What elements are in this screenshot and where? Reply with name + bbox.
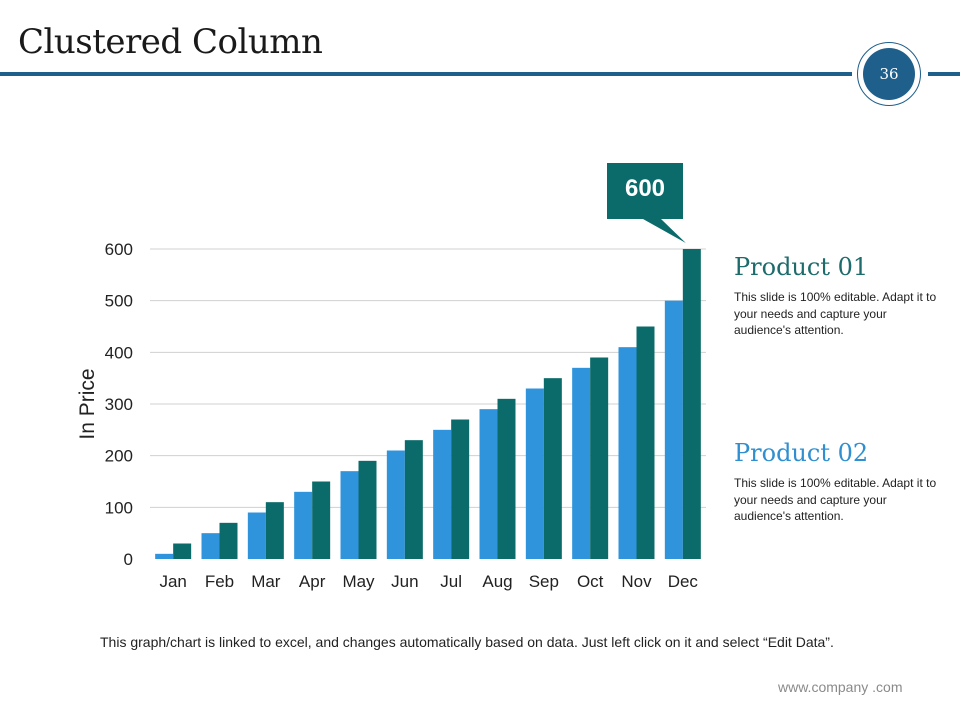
page-number-badge: 36 [863,48,915,100]
y-tick-label: 500 [105,292,133,311]
bar-product-02-apr[interactable] [312,481,331,560]
y-tick-label: 600 [105,240,133,259]
bar-product-01-feb[interactable] [201,533,220,559]
callout-box [607,163,686,243]
product-01-block: Product 01 This slide is 100% editable. … [734,253,944,339]
x-tick-label: Jul [440,572,462,591]
callout-value: 600 [625,175,665,202]
bar-product-02-jan[interactable] [173,543,192,560]
bar-product-01-sep[interactable] [525,388,544,560]
bar-product-01-may[interactable] [340,471,359,559]
bar-product-01-mar[interactable] [247,512,266,560]
header-rule [0,72,852,76]
bar-product-01-oct[interactable] [572,367,591,559]
x-tick-label: Apr [299,572,326,591]
product-02-description: This slide is 100% editable. Adapt it to… [734,476,937,523]
bar-product-01-jul[interactable] [433,429,452,559]
bar-product-01-nov[interactable] [618,347,637,559]
bar-product-01-apr[interactable] [294,491,313,559]
bar-product-02-sep[interactable] [543,378,562,559]
header-rule-right [928,72,960,76]
bar-product-02-oct[interactable] [590,357,609,560]
product-01-description: This slide is 100% editable. Adapt it to… [734,290,937,337]
x-tick-label: Jan [159,572,186,591]
bar-product-02-jun[interactable] [404,440,423,559]
y-axis-label: In Price [76,368,99,439]
x-tick-label: Mar [251,572,281,591]
bar-product-02-aug[interactable] [497,398,516,559]
y-tick-label: 0 [124,550,133,569]
y-tick-label: 400 [105,343,133,362]
bar-product-02-may[interactable] [358,460,377,559]
bar-product-02-nov[interactable] [636,326,655,560]
bar-product-02-jul[interactable] [451,419,470,560]
y-tick-label: 200 [105,447,133,466]
x-tick-label: Sep [529,572,559,591]
bar-product-02-dec[interactable] [682,249,701,559]
x-tick-label: Dec [668,572,699,591]
bar-product-01-jun[interactable] [386,450,405,560]
x-tick-label: Nov [621,572,652,591]
slide-title: Clustered Column [18,22,323,62]
product-01-title: Product 01 [734,253,869,281]
x-tick-label: May [342,572,375,591]
website-link[interactable]: www.company .com [778,679,903,695]
bar-product-01-dec[interactable] [664,300,683,559]
product-02-block: Product 02 This slide is 100% editable. … [734,439,944,525]
chart-footnote: This graph/chart is linked to excel, and… [100,634,834,650]
x-tick-label: Aug [482,572,512,591]
bar-product-02-feb[interactable] [219,522,238,559]
x-tick-label: Feb [205,572,234,591]
bar-product-02-mar[interactable] [265,502,284,559]
y-tick-label: 300 [105,395,133,414]
product-02-title: Product 02 [734,439,869,467]
x-tick-label: Jun [391,572,418,591]
bar-product-01-aug[interactable] [479,409,498,559]
bar-product-01-jan[interactable] [155,553,174,559]
y-tick-label: 100 [105,498,133,517]
x-tick-label: Oct [577,572,604,591]
